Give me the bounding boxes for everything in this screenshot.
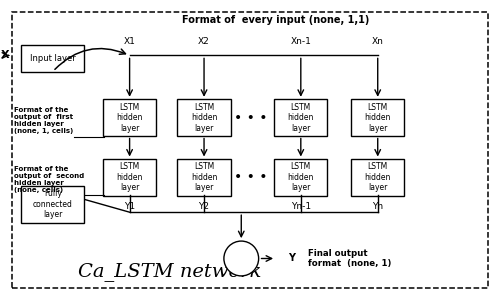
Text: Output
layer: Output layer (228, 252, 254, 265)
Text: Yn: Yn (372, 202, 384, 211)
Text: LSTM
hidden
layer: LSTM hidden layer (191, 163, 217, 192)
FancyBboxPatch shape (351, 159, 405, 196)
Text: Input layer: Input layer (30, 54, 76, 63)
FancyBboxPatch shape (103, 159, 156, 196)
Text: • • •: • • • (234, 111, 268, 125)
Text: Yn-1: Yn-1 (290, 202, 311, 211)
FancyBboxPatch shape (178, 99, 231, 136)
Text: Final output
format  (none, 1): Final output format (none, 1) (308, 249, 392, 268)
FancyBboxPatch shape (12, 12, 488, 288)
Text: X: X (1, 50, 10, 60)
Text: LSTM
hidden
layer: LSTM hidden layer (191, 103, 217, 133)
Text: LSTM
hidden
layer: LSTM hidden layer (288, 163, 314, 192)
FancyBboxPatch shape (178, 159, 231, 196)
Text: X2: X2 (198, 38, 210, 46)
Text: Y: Y (288, 254, 296, 263)
FancyBboxPatch shape (274, 159, 328, 196)
Text: X1: X1 (124, 38, 136, 46)
Text: Xn: Xn (372, 38, 384, 46)
Text: Fully
connected
layer: Fully connected layer (33, 189, 73, 219)
Circle shape (224, 241, 258, 276)
FancyBboxPatch shape (274, 99, 328, 136)
Text: LSTM
hidden
layer: LSTM hidden layer (288, 103, 314, 133)
Text: Format of the
output of  first
hidden layer
(none, 1, cells): Format of the output of first hidden lay… (14, 106, 73, 134)
Text: Y2: Y2 (198, 202, 209, 211)
Text: LSTM
hidden
layer: LSTM hidden layer (364, 103, 391, 133)
Text: Ca_LSTM network: Ca_LSTM network (78, 262, 261, 281)
FancyBboxPatch shape (103, 99, 156, 136)
FancyBboxPatch shape (351, 99, 405, 136)
Text: LSTM
hidden
layer: LSTM hidden layer (364, 163, 391, 192)
FancyBboxPatch shape (22, 186, 84, 223)
Text: • • •: • • • (234, 170, 268, 184)
Text: Xn-1: Xn-1 (290, 38, 311, 46)
Text: Format of  every input (none, 1,1): Format of every input (none, 1,1) (182, 15, 370, 25)
Text: LSTM
hidden
layer: LSTM hidden layer (116, 163, 143, 192)
Text: LSTM
hidden
layer: LSTM hidden layer (116, 103, 143, 133)
FancyBboxPatch shape (22, 45, 84, 72)
Text: Y1: Y1 (124, 202, 135, 211)
Text: Format of the
output of  second
hidden layer
(none, cells): Format of the output of second hidden la… (14, 167, 84, 194)
